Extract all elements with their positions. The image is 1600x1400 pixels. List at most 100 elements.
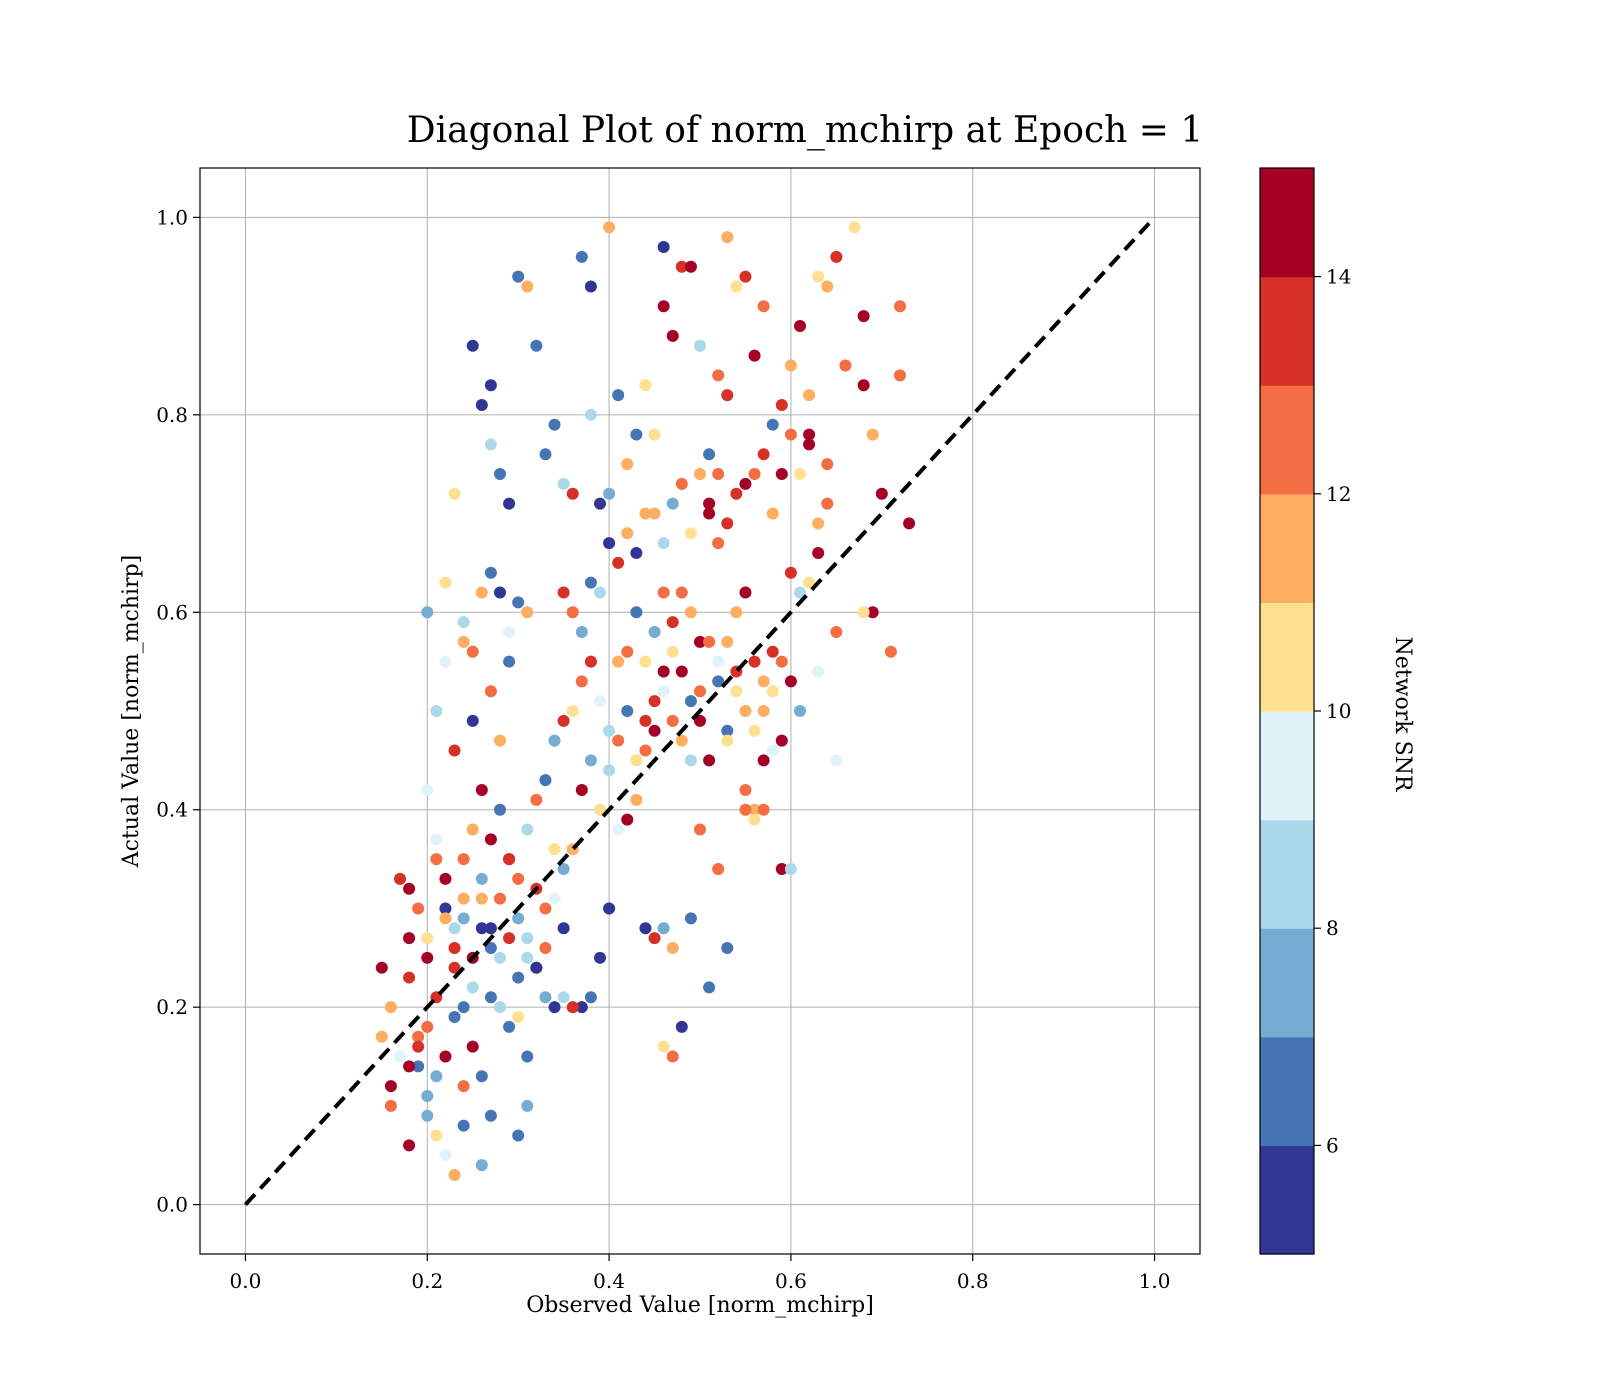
data-point [639,379,652,392]
data-point [775,398,788,411]
colorbar: 6 8 10 12 14 [1259,167,1351,1255]
data-point [439,1149,452,1162]
data-point [803,576,816,589]
data-point [739,477,752,490]
x-axis-label: Observed Value [norm_mchirp] [526,1293,874,1318]
data-point [412,1030,425,1043]
data-point [548,892,561,905]
data-point [584,991,597,1004]
data-point [412,1040,425,1053]
data-point [484,685,497,698]
data-point [875,487,888,500]
data-point [548,1001,561,1014]
data-point [512,270,525,283]
data-point [375,1030,388,1043]
data-point [448,487,461,500]
data-point [612,389,625,402]
data-point [439,1050,452,1063]
y-tick-label: 0.2 [156,995,188,1019]
data-point [603,902,616,915]
data-point [848,221,861,234]
data-point [394,1050,406,1063]
colorbar-tick-label: 10 [1326,699,1351,723]
data-point [421,1109,434,1122]
data-point [530,793,543,806]
data-point [439,872,452,885]
data-point [794,468,806,481]
data-point [584,655,597,668]
data-point [421,932,434,945]
data-point [448,922,461,935]
data-point [457,892,470,905]
colorbar-swatch [1260,602,1314,712]
y-axis: 0.0 0.2 0.4 0.6 0.8 1.0 [156,205,200,1217]
data-point [657,1040,670,1053]
data-point [430,1129,443,1142]
data-point [621,705,634,717]
data-point [894,369,906,382]
data-point [803,438,816,451]
data-point [439,576,452,589]
data-point [757,705,770,717]
data-point [784,862,797,875]
data-point [639,744,652,757]
data-point [730,487,743,500]
data-point [657,685,670,698]
data-point [730,606,743,619]
data-point [675,1020,688,1033]
data-point [421,951,434,964]
data-point [712,675,725,688]
colorbar-swatch [1260,385,1314,495]
data-point [403,932,416,945]
data-point [648,695,661,708]
data-point [757,300,770,313]
data-point [857,310,870,323]
x-axis: 0.0 0.2 0.4 0.6 0.8 1.0 [230,1254,1170,1293]
data-point [712,468,725,481]
data-point [566,487,579,500]
y-tick-label: 0.0 [156,1193,188,1217]
data-point [466,339,479,352]
colorbar-swatch [1260,493,1314,603]
data-point [857,379,870,392]
data-point [384,1001,397,1014]
x-tick-label: 0.4 [593,1269,625,1293]
colorbar-swatch [1260,1036,1314,1146]
data-point [494,1001,506,1014]
data-point [666,1050,679,1063]
data-point [594,497,606,510]
data-point [694,685,706,698]
data-point [403,1139,416,1152]
data-point [794,705,806,717]
colorbar-tick-label: 12 [1326,482,1351,506]
data-point [703,448,716,461]
data-point [794,586,806,599]
data-point [521,932,534,945]
data-point [621,458,634,471]
data-point [503,932,516,945]
data-point [812,547,825,560]
y-axis-label: Actual Value [norm_mchirp] [119,555,144,869]
data-point [612,556,625,569]
data-point [648,626,661,639]
data-point [421,1090,434,1103]
data-point [766,744,779,757]
grid [200,168,1200,1254]
data-point [648,932,661,945]
data-point [457,912,470,925]
data-point [394,872,406,885]
data-point [457,853,470,866]
data-point [603,724,616,737]
data-point [721,231,734,244]
data-point [821,497,834,510]
data-point [666,714,679,727]
data-point [430,833,443,846]
data-point [475,872,488,885]
data-point [730,280,743,293]
data-point [539,941,552,954]
data-point [457,635,470,648]
data-point [775,655,788,668]
data-point [466,714,479,727]
data-point [412,1060,425,1073]
data-point [666,497,679,510]
